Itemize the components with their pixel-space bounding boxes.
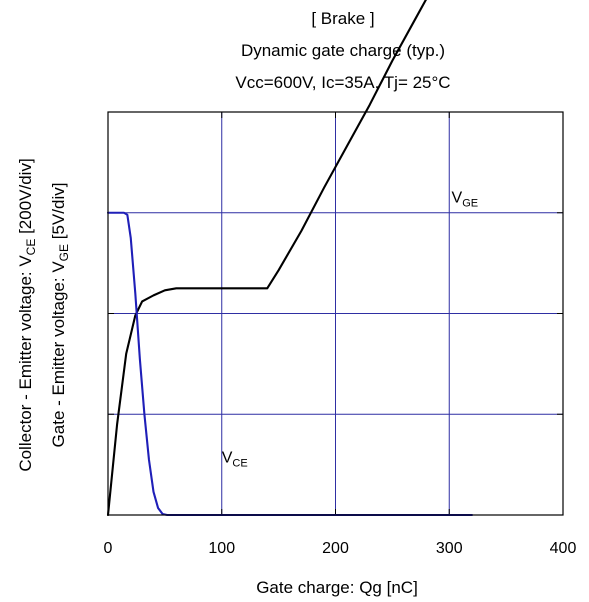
vge-series-label-sub: GE	[462, 198, 478, 210]
x-axis-label: Gate charge: Qg [nC]	[256, 578, 418, 597]
chart-title: [ Brake ] Dynamic gate charge (typ.) Vcc…	[235, 9, 450, 92]
vce-series-label: VCE	[222, 450, 248, 470]
y-axis-label: Collector - Emitter voltage: VCE [200V/d…	[16, 158, 71, 471]
chart-title-line-2: Dynamic gate charge (typ.)	[241, 41, 445, 60]
y-axis-label-line-1-sub: CE	[24, 239, 38, 256]
y-axis-label-line-1-before: Collector - Emitter voltage: V	[16, 255, 35, 472]
vge-series-label-main: V	[452, 190, 463, 207]
chart-title-line-3: Vcc=600V, Ic=35A, Tj= 25°C	[235, 73, 450, 92]
x-tick-label-2: 200	[322, 540, 349, 557]
x-tick-label-3: 300	[436, 540, 463, 557]
series-line-vge	[106, 0, 427, 517]
y-axis-label-line-2-after: [5V/div]	[49, 183, 68, 244]
chart-title-line-1: [ Brake ]	[311, 9, 374, 28]
y-axis-label-line-2-sub: GE	[57, 244, 71, 261]
vge-series-label: VGE	[452, 190, 479, 210]
x-tick-labels: 0 100 200 300 400	[104, 540, 577, 557]
y-axis-label-line-2: Gate - Emitter voltage: VGE [5V/div]	[49, 183, 71, 448]
x-tick-label-1: 100	[208, 540, 235, 557]
y-axis-label-line-1: Collector - Emitter voltage: VCE [200V/d…	[16, 158, 38, 471]
plot-frame	[107, 111, 564, 516]
x-tick-label-4: 400	[550, 540, 577, 557]
vce-series-label-sub: CE	[232, 458, 247, 470]
y-axis-label-line-2-before: Gate - Emitter voltage: V	[49, 261, 68, 448]
y-axis-label-line-1-after: [200V/div]	[16, 158, 35, 238]
x-tick-label-0: 0	[104, 540, 113, 557]
vce-series-label-main: V	[222, 450, 233, 467]
plot-layer	[106, 0, 564, 517]
